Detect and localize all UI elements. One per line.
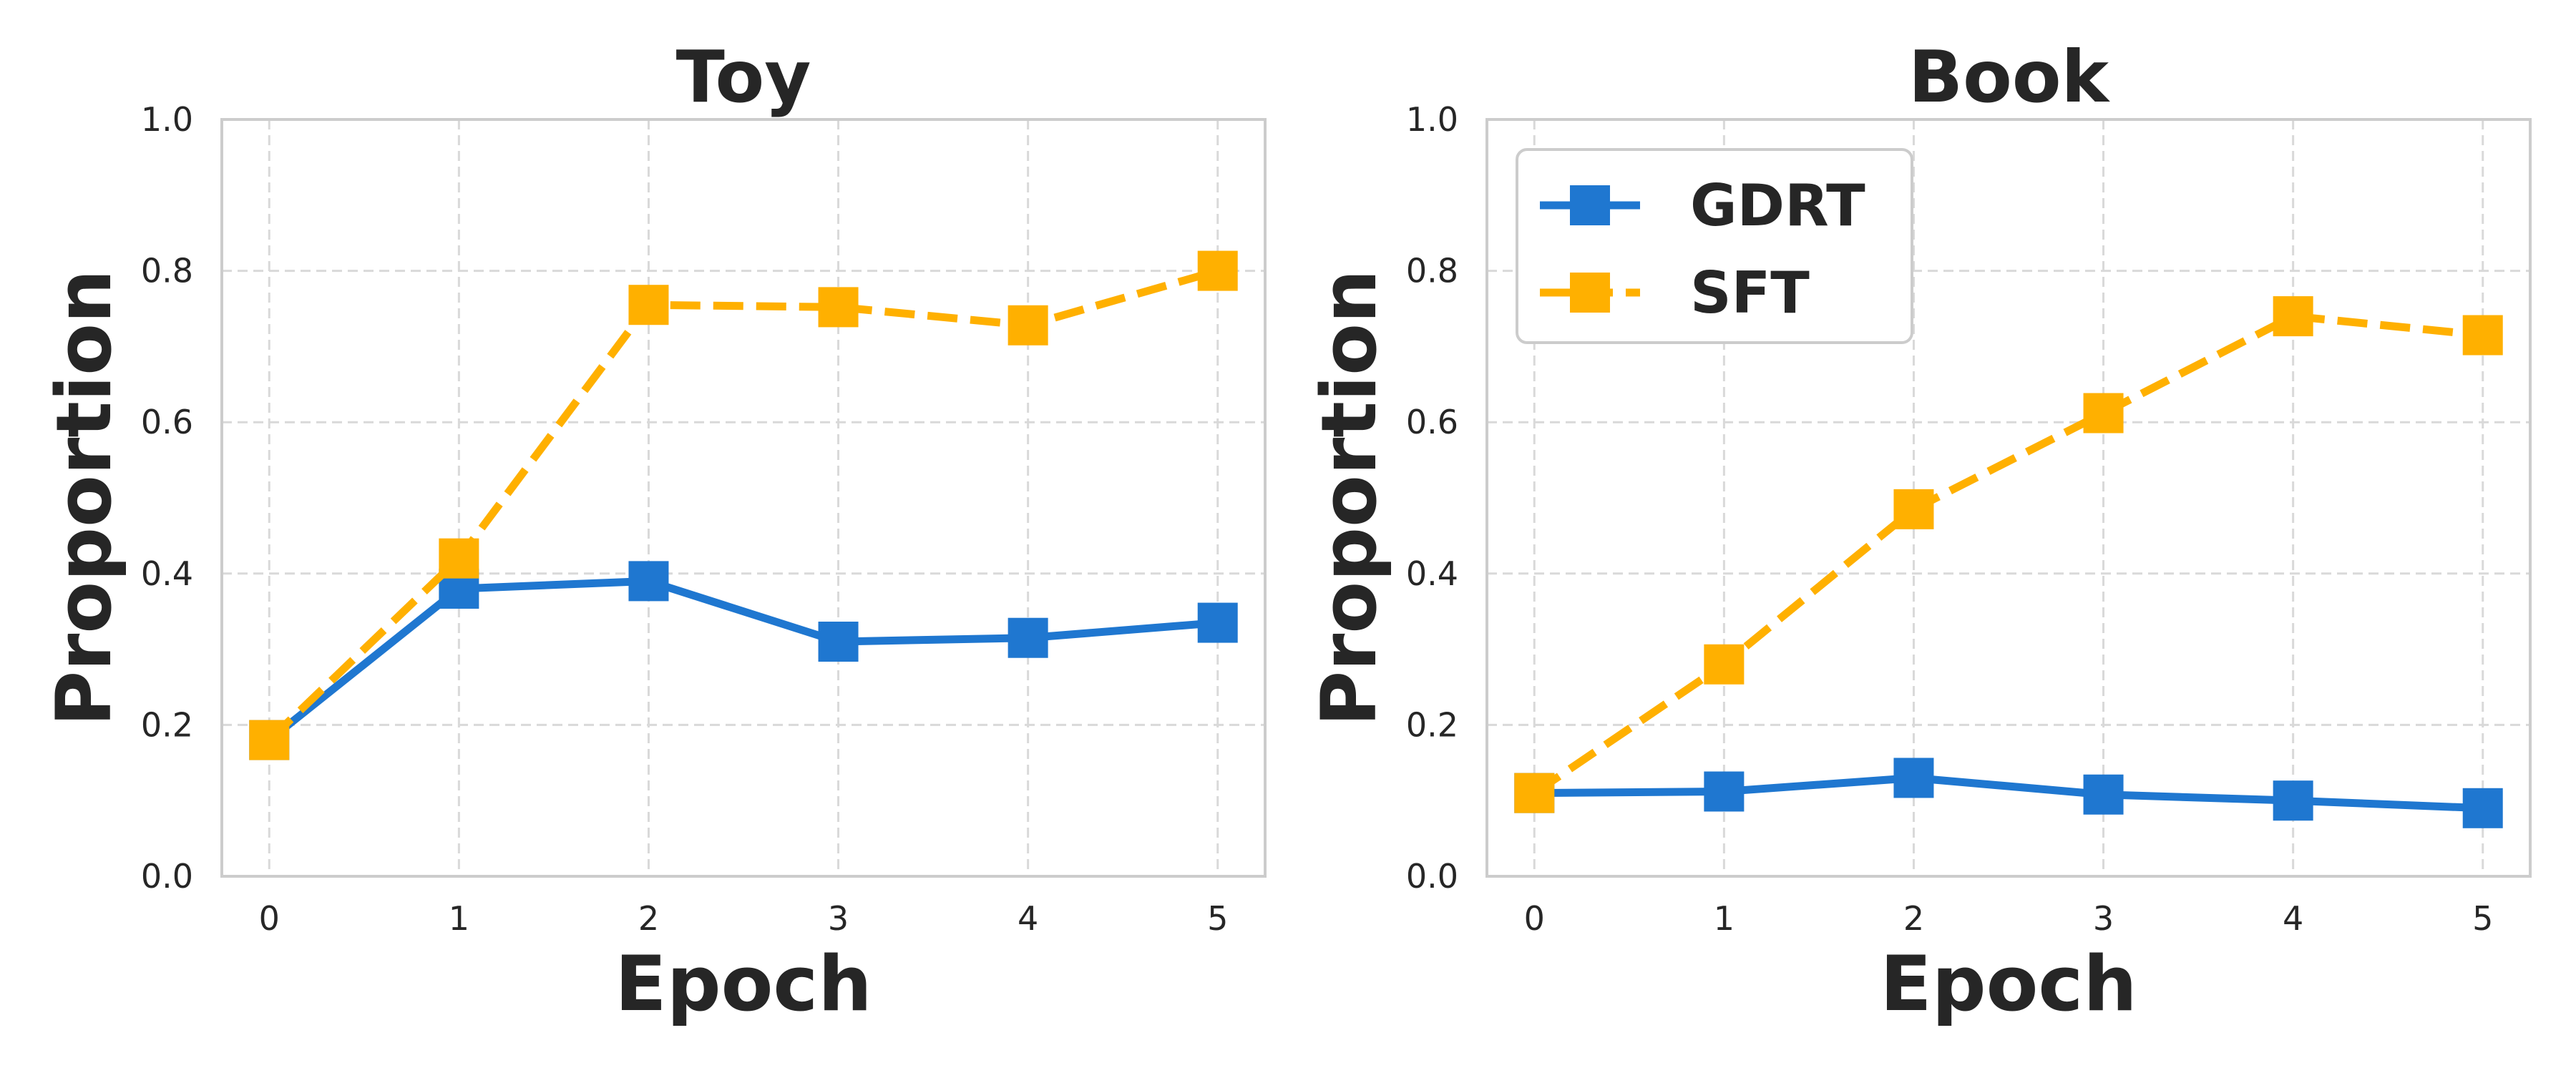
y-tick-label: 0.8 bbox=[141, 252, 193, 290]
y-tick-label: 0.8 bbox=[1406, 252, 1458, 290]
legend-marker-gdrt bbox=[1570, 185, 1610, 225]
data-point-sft bbox=[1893, 489, 1934, 529]
series-line-sft bbox=[266, 267, 1219, 743]
x-tick-label: 3 bbox=[828, 899, 849, 938]
data-point-sft bbox=[249, 720, 290, 760]
x-tick-label: 1 bbox=[449, 899, 469, 938]
data-point-gdrt bbox=[2083, 774, 2124, 815]
y-tick-label: 1.0 bbox=[1406, 100, 1458, 139]
plot-frame bbox=[1485, 118, 2532, 878]
data-point-sft bbox=[2273, 296, 2313, 337]
data-point-gdrt bbox=[1893, 758, 1934, 798]
y-tick-label: 0.0 bbox=[141, 857, 193, 896]
x-tick-label: 0 bbox=[259, 899, 280, 938]
data-point-gdrt bbox=[818, 622, 859, 662]
data-point-sft bbox=[1514, 773, 1555, 813]
data-point-sft bbox=[1008, 305, 1048, 346]
data-point-sft bbox=[1197, 250, 1238, 291]
data-point-sft bbox=[2462, 315, 2503, 356]
legend-label-sft: SFT bbox=[1690, 260, 1810, 326]
data-point-gdrt bbox=[1704, 771, 1745, 812]
y-tick-label: 0.2 bbox=[141, 705, 193, 744]
x-axis-label: Epoch bbox=[1880, 940, 2137, 1028]
x-tick-label: 0 bbox=[1524, 899, 1545, 938]
data-point-sft bbox=[818, 287, 859, 328]
data-point-gdrt bbox=[2273, 780, 2313, 821]
data-point-gdrt bbox=[1197, 602, 1238, 643]
y-tick-label: 0.2 bbox=[1406, 705, 1458, 744]
series-line-gdrt bbox=[266, 577, 1219, 743]
y-tick-label: 0.6 bbox=[1406, 403, 1458, 441]
x-tick-label: 4 bbox=[2283, 899, 2303, 938]
series-sft bbox=[1514, 296, 2503, 813]
legend-marker-sft bbox=[1570, 273, 1610, 313]
data-point-gdrt bbox=[1008, 617, 1048, 658]
x-tick-label: 5 bbox=[2472, 899, 2493, 938]
x-tick-label: 3 bbox=[2093, 899, 2114, 938]
x-tick-label: 2 bbox=[1903, 899, 1924, 938]
plot-frame bbox=[220, 118, 1267, 878]
chart-title: Toy bbox=[676, 35, 811, 119]
data-point-sft bbox=[439, 538, 479, 579]
x-tick-label: 2 bbox=[638, 899, 659, 938]
legend-box bbox=[1516, 148, 1913, 344]
y-tick-label: 0.4 bbox=[1406, 554, 1458, 593]
data-point-sft bbox=[2083, 393, 2124, 433]
x-tick-label: 1 bbox=[1714, 899, 1735, 938]
chart-panel-book: 0.0 0.2 0.4 0.6 0.8 1.0 0 1 2 3 4 5 Book Epoch Proport… bbox=[1305, 35, 2532, 1028]
legend: GDRT SFT bbox=[1516, 148, 1913, 344]
y-tick-label: 0.4 bbox=[141, 554, 193, 593]
y-tick-label: 1.0 bbox=[141, 100, 193, 139]
data-point-gdrt bbox=[2462, 788, 2503, 828]
data-point-sft bbox=[628, 285, 669, 325]
y-tick-label: 0.0 bbox=[1406, 857, 1458, 896]
y-axis-label: Proportion bbox=[1305, 269, 1393, 726]
x-tick-label: 4 bbox=[1018, 899, 1038, 938]
series-gdrt bbox=[249, 561, 1238, 760]
data-point-sft bbox=[1704, 644, 1745, 685]
y-tick-label: 0.6 bbox=[141, 403, 193, 441]
series-line-gdrt bbox=[1534, 773, 2483, 813]
y-axis-label: Proportion bbox=[40, 269, 128, 726]
series-line-sft bbox=[1532, 312, 2484, 797]
chart-panel-toy: 0.0 0.2 0.4 0.6 0.8 1.0 0 1 2 3 4 5 Toy Epoch Proporti… bbox=[40, 35, 1267, 1028]
series-gdrt bbox=[1514, 758, 2503, 828]
data-point-gdrt bbox=[628, 561, 669, 602]
chart-title: Book bbox=[1908, 35, 2111, 119]
series-sft bbox=[249, 250, 1238, 760]
legend-label-gdrt: GDRT bbox=[1690, 172, 1865, 239]
x-axis-label: Epoch bbox=[615, 940, 872, 1028]
x-tick-label: 5 bbox=[1207, 899, 1228, 938]
